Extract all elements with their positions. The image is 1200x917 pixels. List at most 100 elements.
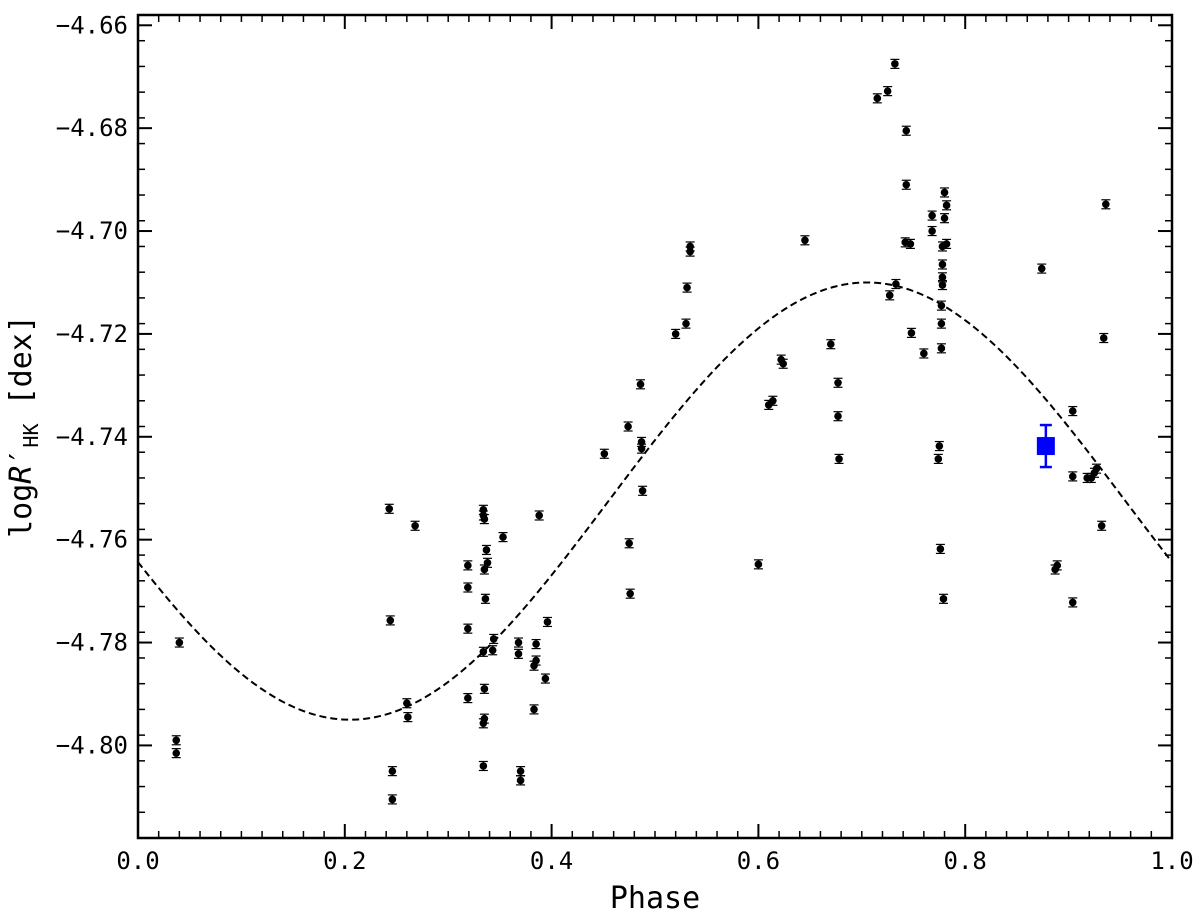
- data-point: [637, 443, 647, 454]
- y-tick-label: −4.78: [56, 629, 128, 657]
- data-point: [1068, 405, 1078, 417]
- point-marker: [834, 412, 842, 421]
- data-point: [1068, 471, 1078, 482]
- point-marker: [928, 227, 936, 235]
- sinusoid-fit-line: [137, 281, 1173, 721]
- data-point: [671, 328, 681, 340]
- data-point: [384, 503, 394, 514]
- data-point: [936, 318, 946, 329]
- data-point: [479, 683, 489, 694]
- data-point: [171, 735, 181, 746]
- point-marker: [479, 506, 488, 514]
- data-point: [481, 544, 491, 556]
- point-marker: [488, 646, 497, 655]
- data-points-layer: [171, 58, 1111, 805]
- point-marker: [835, 455, 843, 463]
- data-point: [1068, 597, 1078, 608]
- data-point: [1092, 463, 1102, 474]
- x-tick-label: 0.8: [944, 847, 987, 875]
- data-point: [624, 538, 634, 549]
- point-marker: [938, 260, 947, 269]
- point-marker: [638, 486, 647, 495]
- point-marker: [532, 656, 540, 665]
- point-marker: [939, 595, 948, 603]
- data-point: [482, 557, 492, 568]
- point-marker: [902, 126, 911, 135]
- y-tick-label: −4.80: [56, 731, 128, 759]
- point-marker: [937, 344, 946, 353]
- point-marker: [543, 618, 552, 626]
- data-point: [531, 655, 541, 666]
- x-tick-label: 0.6: [737, 847, 780, 875]
- point-marker: [779, 359, 788, 368]
- data-point: [623, 421, 633, 432]
- data-point: [514, 648, 524, 659]
- point-marker: [624, 422, 632, 431]
- point-marker: [411, 521, 419, 530]
- data-point: [479, 513, 489, 525]
- data-point: [890, 58, 900, 69]
- point-marker: [541, 674, 550, 683]
- point-marker: [892, 280, 900, 288]
- data-point: [529, 704, 539, 715]
- point-marker: [754, 560, 763, 569]
- data-point: [387, 766, 397, 777]
- point-marker: [885, 291, 894, 300]
- data-point: [516, 775, 526, 786]
- point-marker: [801, 236, 809, 245]
- point-marker: [514, 650, 523, 658]
- point-marker: [479, 719, 488, 728]
- point-marker: [479, 647, 488, 656]
- point-marker: [934, 455, 943, 463]
- data-point: [402, 698, 412, 709]
- data-point: [1099, 332, 1109, 344]
- data-point: [636, 379, 646, 390]
- plot-frame: [136, 13, 1174, 840]
- point-marker: [891, 60, 899, 68]
- data-point: [410, 520, 420, 531]
- data-point: [638, 485, 648, 496]
- data-point: [936, 300, 946, 311]
- data-point: [938, 593, 948, 604]
- point-marker: [516, 776, 525, 785]
- point-marker: [388, 795, 397, 804]
- data-point: [940, 187, 950, 198]
- point-marker: [626, 589, 634, 598]
- y-axis-label-unit: [dex]: [4, 315, 39, 405]
- data-point: [385, 615, 395, 626]
- data-point: [625, 588, 635, 599]
- point-marker: [907, 329, 916, 337]
- data-point: [531, 638, 541, 650]
- point-marker: [937, 301, 946, 310]
- point-marker: [636, 380, 645, 389]
- point-marker: [940, 188, 949, 197]
- data-point: [933, 453, 943, 465]
- data-point: [935, 543, 945, 555]
- point-marker: [906, 240, 915, 248]
- point-marker: [928, 211, 936, 220]
- data-point: [463, 560, 473, 571]
- data-point: [514, 637, 524, 648]
- y-axis-label: logR′HK [dex]: [4, 315, 43, 538]
- point-marker: [535, 511, 543, 520]
- data-point: [682, 282, 692, 293]
- point-marker: [834, 378, 842, 387]
- point-marker: [637, 444, 646, 453]
- data-point: [942, 200, 952, 211]
- point-marker: [480, 685, 489, 693]
- point-marker: [385, 505, 394, 513]
- point-marker: [1102, 200, 1110, 209]
- y-tick-label: −4.76: [56, 526, 128, 554]
- data-point: [478, 718, 488, 729]
- data-point: [937, 279, 947, 291]
- point-marker: [483, 559, 492, 567]
- point-marker: [600, 449, 609, 458]
- data-point: [934, 440, 944, 452]
- data-point: [498, 531, 508, 543]
- data-point: [927, 225, 937, 237]
- data-point: [403, 712, 413, 723]
- point-marker: [481, 595, 490, 603]
- y-axis-label-prefix: log: [4, 484, 39, 538]
- point-marker: [175, 638, 184, 647]
- data-point: [919, 348, 929, 359]
